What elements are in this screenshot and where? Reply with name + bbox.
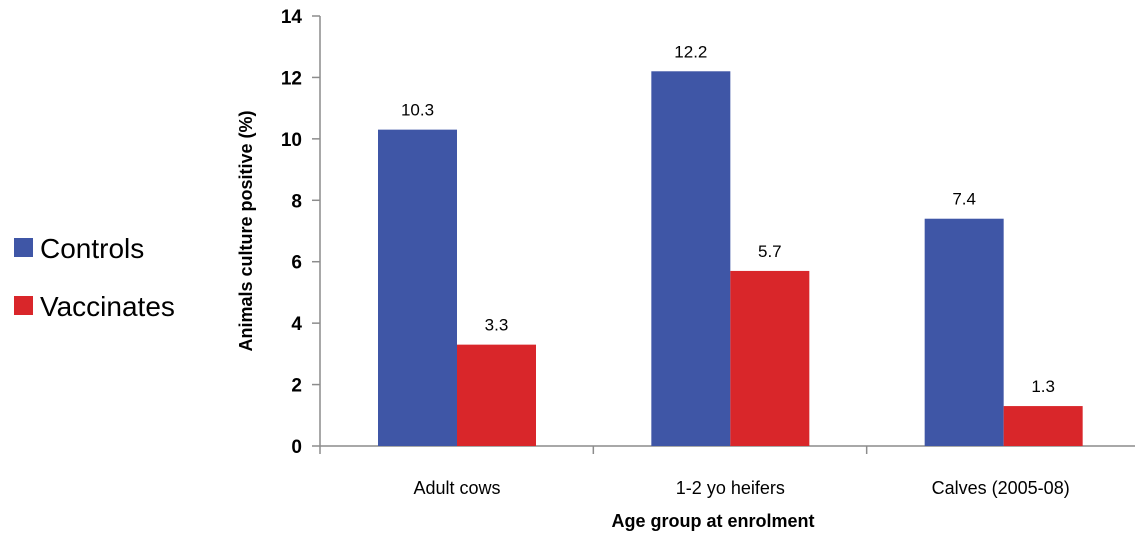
y-tick-label: 12 — [281, 68, 302, 89]
legend-swatch-vaccinates — [14, 296, 33, 315]
bar-value-label: 12.2 — [674, 42, 707, 61]
x-axis-title: Age group at enrolment — [611, 511, 814, 531]
y-axis: 0 2 4 6 8 10 12 14 — [281, 7, 321, 458]
bar-controls — [924, 218, 1004, 446]
x-category-label: 1-2 yo heifers — [676, 478, 785, 498]
x-category-label: Adult cows — [413, 478, 500, 498]
bar-controls — [378, 129, 457, 446]
legend-label-controls: Controls — [40, 233, 144, 264]
bar-value-label: 3.3 — [485, 316, 509, 335]
bar-vaccinates — [1003, 406, 1083, 446]
bar-value-label: 7.4 — [952, 190, 976, 209]
x-axis: Adult cows 1-2 yo heifers Calves (2005-08) — [319, 445, 1135, 498]
y-tick-label: 10 — [281, 130, 302, 151]
x-category-label: Calves (2005-08) — [932, 478, 1070, 498]
bar-vaccinates — [730, 270, 810, 446]
legend-swatch-controls — [14, 238, 33, 257]
legend-label-vaccinates: Vaccinates — [40, 291, 175, 322]
legend: Controls Vaccinates — [14, 233, 175, 322]
y-tick-label: 4 — [291, 314, 302, 335]
bars: 10.3 12.2 7.4 3.3 5.7 1.3 — [378, 42, 1083, 447]
y-tick-label: 6 — [291, 253, 302, 274]
bar-controls — [651, 71, 731, 447]
bar-value-label: 10.3 — [401, 101, 434, 120]
bar-vaccinates — [457, 344, 536, 446]
y-tick-label: 14 — [281, 7, 303, 28]
y-tick-label: 2 — [291, 376, 302, 397]
y-tick-label: 8 — [291, 191, 302, 212]
bar-value-label: 5.7 — [758, 242, 782, 261]
bar-value-label: 1.3 — [1031, 377, 1055, 396]
y-axis-title: Animals culture positive (%) — [236, 110, 256, 351]
y-tick-label: 0 — [291, 437, 302, 458]
